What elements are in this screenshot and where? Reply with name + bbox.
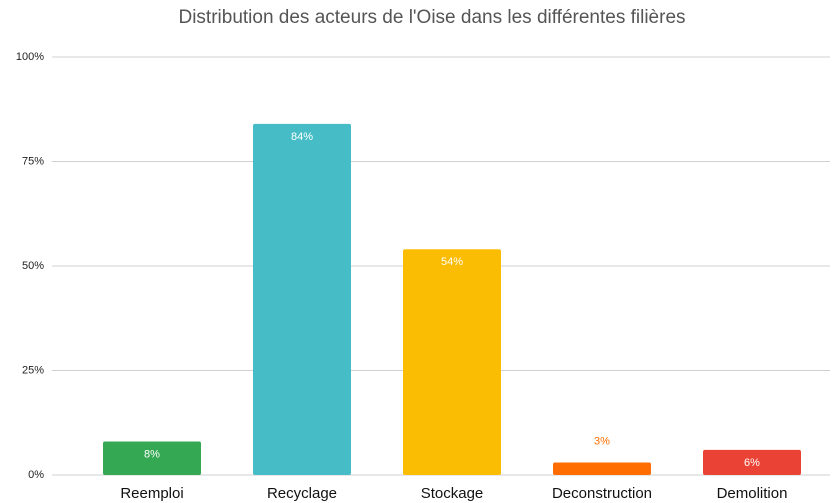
- x-tick-label: Deconstruction: [552, 485, 652, 502]
- y-tick-label: 25%: [22, 364, 44, 376]
- x-tick-label: Recyclage: [267, 485, 337, 502]
- x-tick-label: Stockage: [421, 485, 484, 502]
- bar: [103, 441, 201, 475]
- y-tick-label: 75%: [22, 155, 44, 167]
- bar: [253, 123, 351, 475]
- value-label: 84%: [291, 131, 313, 143]
- y-tick-label: 100%: [16, 51, 44, 63]
- value-label: 8%: [144, 448, 160, 460]
- bar: [403, 249, 501, 475]
- chart-title: Distribution des acteurs de l'Oise dans …: [178, 7, 685, 28]
- x-tick-label: Reemploi: [120, 485, 183, 502]
- value-label: 54%: [441, 256, 463, 268]
- y-tick-label: 50%: [22, 260, 44, 272]
- x-tick-label: Demolition: [717, 485, 788, 502]
- bar: [553, 462, 651, 475]
- bar: [703, 449, 801, 475]
- value-label: 3%: [594, 435, 610, 447]
- y-tick-label: 0%: [28, 469, 44, 481]
- value-label: 6%: [744, 457, 760, 469]
